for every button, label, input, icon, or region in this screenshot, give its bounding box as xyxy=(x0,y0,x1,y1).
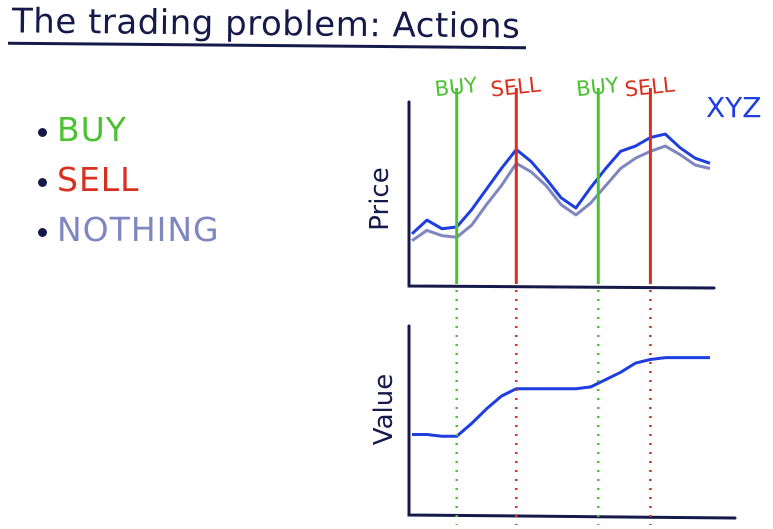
event-label-sell-4: SELL xyxy=(624,72,677,101)
moving-average-line xyxy=(411,144,711,242)
value-line xyxy=(412,356,710,438)
value-axes xyxy=(407,324,737,520)
price-axis-label: Price xyxy=(365,167,395,230)
list-item-buy: BUY xyxy=(38,104,220,154)
value-axis-label: Value xyxy=(369,374,399,445)
event-label-buy-3: BUY xyxy=(575,73,620,101)
price-axes xyxy=(407,100,716,290)
list-item-nothing: NOTHING xyxy=(38,204,220,254)
price-line-xyz xyxy=(410,132,711,235)
action-sell-label: SELL xyxy=(57,159,140,199)
list-item-sell: SELL xyxy=(38,154,220,204)
series-label-xyz: XYZ xyxy=(706,91,761,124)
event-label-sell-2: SELL xyxy=(489,72,542,101)
action-list: BUY SELL NOTHING xyxy=(38,104,220,254)
action-nothing-label: NOTHING xyxy=(57,209,220,249)
action-buy-label: BUY xyxy=(57,109,127,149)
bullet-dot-icon xyxy=(38,227,47,237)
bullet-dot-icon xyxy=(38,177,47,187)
event-label-buy-1: BUY xyxy=(434,73,479,101)
bullet-dot-icon xyxy=(38,127,47,137)
